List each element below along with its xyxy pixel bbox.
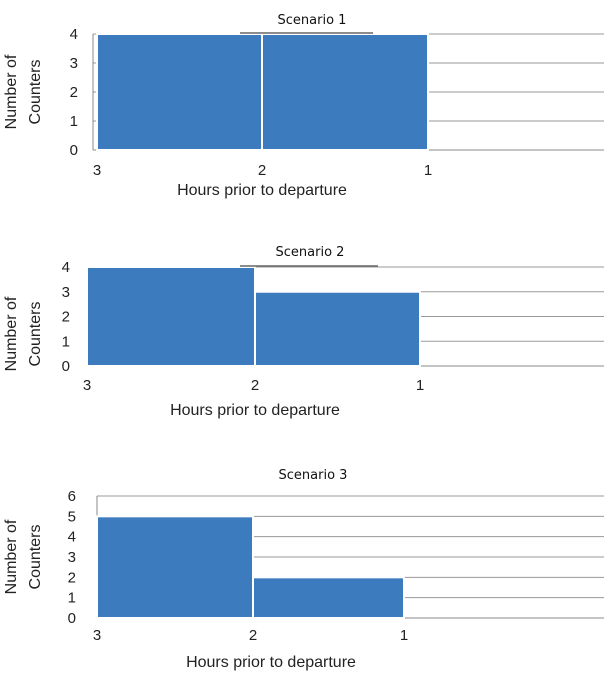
chart-2-bar-2-1 [254, 290, 421, 367]
chart-1-bar-3-2 [96, 33, 263, 151]
chart-2-title: Scenario 2 [276, 245, 345, 260]
chart-1-x-tick-label: 2 [258, 162, 266, 179]
chart-2-y-tick-label: 0 [62, 358, 70, 375]
chart-1-y-tick-label: 0 [70, 142, 78, 159]
chart-3-y-tick-label: 0 [68, 610, 76, 627]
chart-3-y-axis-label: Number of [3, 519, 20, 594]
chart-1-x-tick-label: 3 [93, 162, 101, 179]
chart-3-y-tick-label: 1 [68, 590, 76, 607]
chart-2-y-tick-label: 4 [62, 259, 70, 276]
chart-3-x-tick-label: 2 [249, 627, 257, 644]
chart-1-x-axis-label: Hours prior to departure [177, 182, 347, 199]
chart-2-y-axis-label: Counters [27, 302, 44, 367]
chart-3-y-tick-label: 6 [68, 488, 76, 505]
chart-3-y-tick-label: 3 [68, 549, 76, 566]
chart-2-bar-3-2 [86, 266, 256, 367]
chart-3-x-tick-label: 3 [93, 627, 101, 644]
chart-3-title: Scenario 3 [279, 468, 348, 483]
chart-1-y-tick-label: 2 [70, 84, 78, 101]
chart-3-bar-2-1 [252, 576, 405, 619]
chart-3-y-tick-label: 5 [68, 508, 76, 525]
chart-2-y-tick-label: 2 [62, 309, 70, 326]
chart-1-y-axis-label: Number of [3, 54, 20, 129]
chart-3-x-axis-label: Hours prior to departure [186, 654, 356, 671]
chart-1-y-tick-label: 3 [70, 55, 78, 72]
chart-2-x-tick-label: 1 [416, 377, 424, 394]
chart-2-y-tick-label: 1 [62, 333, 70, 350]
chart-1-y-tick-label: 1 [70, 113, 78, 130]
chart-3-y-tick-label: 2 [68, 569, 76, 586]
chart-scenario-1: 0 1 2 3 4 3 2 1 Hours prior to departure Number o… [3, 13, 604, 199]
chart-2-x-axis-label: Hours prior to departure [170, 402, 340, 419]
chart-3-y-tick-label: 4 [68, 529, 76, 546]
chart-scenario-3: 0 1 2 3 4 5 6 3 2 1 Hours prior to departure Number… [3, 468, 604, 671]
chart-2-x-tick-label: 3 [83, 377, 91, 394]
chart-1-y-tick-label: 4 [70, 26, 78, 43]
chart-1-y-axis-label: Counters [27, 60, 44, 125]
chart-1-x-tick-label: 1 [424, 162, 432, 179]
chart-scenario-2: 0 1 2 3 4 3 2 1 Hours prior to departure Number o… [3, 245, 604, 419]
chart-1-title: Scenario 1 [278, 13, 347, 28]
chart-1-bar-2-1 [261, 33, 429, 151]
chart-3-y-axis-label: Counters [27, 525, 44, 590]
chart-2-y-tick-label: 3 [62, 284, 70, 301]
chart-2-x-tick-label: 2 [251, 377, 259, 394]
chart-3-bar-3-2 [96, 515, 254, 619]
chart-3-x-tick-label: 1 [400, 627, 408, 644]
chart-2-y-axis-label: Number of [3, 296, 20, 371]
